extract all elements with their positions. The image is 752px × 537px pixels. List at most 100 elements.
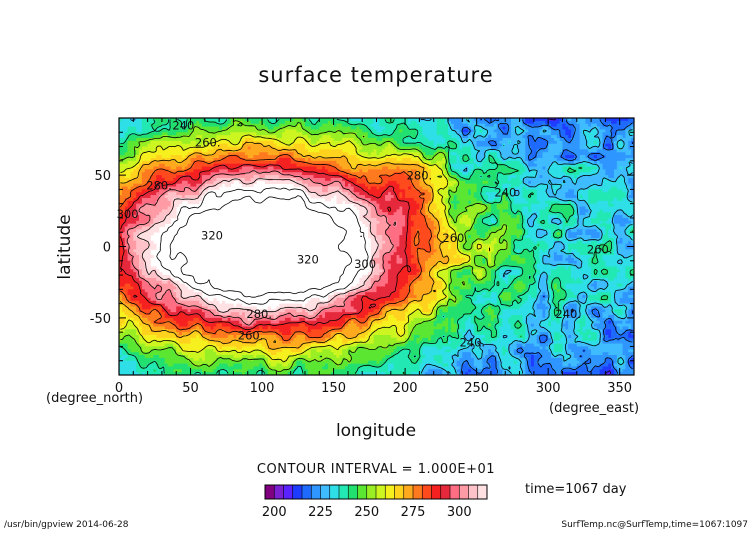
heatmap-cell [385,157,389,162]
heatmap-cell [370,132,374,136]
heatmap-cell [367,152,372,156]
heatmap-cell [490,195,495,199]
heatmap-cell [430,129,435,133]
heatmap-cell [425,180,429,185]
heatmap-cell [579,189,583,193]
heatmap-cell [479,186,483,190]
heatmap-cell [485,197,489,202]
heatmap-cell [290,120,294,125]
heatmap-cell [242,137,246,142]
heatmap-cell [448,192,452,196]
heatmap-cell [565,195,569,199]
heatmap-cell [262,137,266,142]
heatmap-cell [493,183,498,187]
heatmap-cell [147,166,151,170]
heatmap-cell [508,143,512,147]
heatmap-cell [167,192,171,196]
heatmap-cell [287,180,292,185]
heatmap-cell [588,135,592,139]
heatmap-cell [307,192,312,196]
heatmap-cell [536,152,540,156]
heatmap-cell [608,157,612,162]
heatmap-cell [430,135,435,139]
heatmap-cell [419,163,423,167]
heatmap-cell [476,177,480,182]
heatmap-cell [542,146,546,150]
heatmap-cell [579,143,583,147]
heatmap-cell [376,192,380,196]
heatmap-cell [573,146,578,150]
heatmap-cell [184,155,189,159]
heatmap-cell [302,163,306,167]
heatmap-cell [385,140,389,145]
heatmap-cell [336,166,340,170]
heatmap-cell [430,137,435,142]
heatmap-cell [216,180,220,185]
heatmap-cell [365,157,369,162]
heatmap-cell [611,180,615,185]
heatmap-cell [593,123,598,127]
heatmap-cell [519,186,523,190]
heatmap-cell [508,123,512,127]
heatmap-cell [119,189,123,193]
heatmap-cell [510,137,515,142]
heatmap-cell [196,192,200,196]
heatmap-cell [121,123,126,127]
heatmap-cell [433,197,437,202]
heatmap-cell [342,160,346,165]
heatmap-cell [456,177,460,182]
heatmap-cell [631,149,634,153]
heatmap-cell [605,189,609,193]
heatmap-cell [390,177,395,182]
heatmap-cell [262,172,266,176]
heatmap-cell [573,132,578,136]
heatmap-cell [622,183,626,187]
heatmap-cell [293,152,297,156]
heatmap-cell [591,135,595,139]
heatmap-cell [482,120,486,125]
heatmap-cell [608,183,612,187]
heatmap-cell [293,160,297,165]
heatmap-cell [139,157,143,162]
heatmap-cell [631,172,634,176]
heatmap-cell [119,186,123,190]
heatmap-cell [456,172,460,176]
heatmap-cell [247,152,251,156]
heatmap-cell [576,175,580,179]
heatmap-cell [456,163,460,167]
heatmap-cell [353,197,357,202]
heatmap-cell [528,172,532,176]
heatmap-cell [224,180,229,185]
heatmap-cell [479,197,483,202]
heatmap-cell [488,152,492,156]
heatmap-cell [430,118,435,122]
heatmap-cell [373,177,377,182]
heatmap-cell [247,155,251,159]
heatmap-cell [356,129,360,133]
heatmap-cell [402,195,406,199]
heatmap-cell [533,177,538,182]
heatmap-cell [339,149,343,153]
heatmap-cell [359,197,363,202]
heatmap-cell [508,177,512,182]
heatmap-cell [576,189,580,193]
heatmap-cell [316,140,320,145]
heatmap-cell [184,137,189,142]
heatmap-cell [551,197,555,202]
heatmap-cell [356,192,360,196]
heatmap-cell [502,195,506,199]
heatmap-cell [559,166,563,170]
heatmap-cell [571,189,575,193]
heatmap-cell [596,175,601,179]
heatmap-cell [453,143,457,147]
heatmap-cell [327,197,332,202]
heatmap-cell [365,140,369,145]
heatmap-cell [276,180,280,185]
heatmap-cell [568,172,572,176]
heatmap-cell [367,129,372,133]
heatmap-cell [187,177,191,182]
heatmap-cell [479,177,483,182]
heatmap-cell [379,180,383,185]
heatmap-cell [287,137,292,142]
heatmap-cell [216,172,220,176]
